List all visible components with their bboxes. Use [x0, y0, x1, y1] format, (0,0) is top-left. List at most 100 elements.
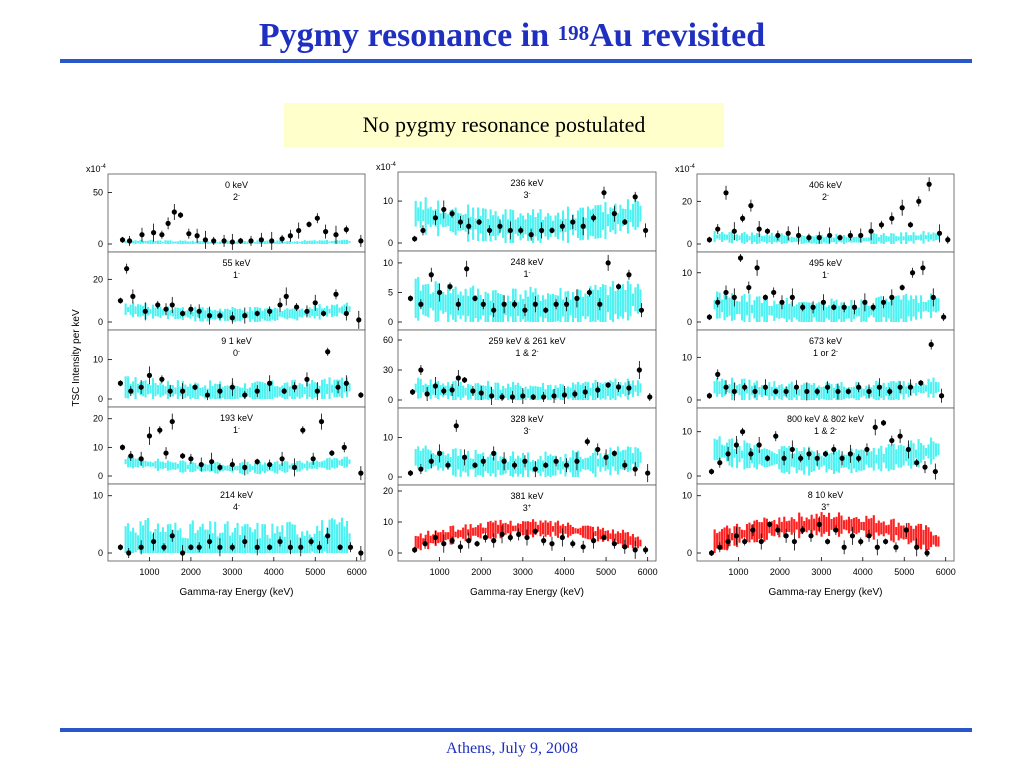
band-bar — [266, 307, 269, 322]
band-bar — [924, 525, 928, 551]
band-bar — [544, 520, 547, 537]
band-bar — [303, 240, 306, 244]
band-bar — [586, 382, 590, 400]
band-bar — [482, 208, 485, 242]
data-point — [242, 392, 248, 398]
band-bar — [735, 301, 739, 315]
band-bar — [268, 384, 271, 399]
data-point — [470, 388, 476, 394]
band-bar — [196, 311, 199, 318]
band-bar — [912, 443, 915, 466]
band-bar — [124, 526, 127, 553]
band-bar — [880, 234, 883, 244]
band-bar — [154, 460, 157, 469]
band-bar — [534, 386, 537, 400]
band-bar — [323, 460, 326, 469]
data-point — [217, 313, 223, 319]
band-bar — [730, 438, 734, 468]
band-bar — [266, 383, 269, 399]
band-bar — [723, 527, 726, 550]
band-bar — [726, 234, 729, 240]
band-bar — [768, 524, 771, 534]
band-bar — [474, 218, 477, 230]
data-point — [455, 375, 461, 381]
data-point — [806, 451, 812, 457]
band-bar — [795, 521, 798, 530]
band-bar — [246, 241, 249, 244]
data-point — [549, 541, 555, 547]
band-bar — [449, 210, 452, 232]
data-point — [229, 239, 235, 245]
data-point — [941, 314, 947, 320]
band-bar — [184, 461, 187, 472]
data-point — [491, 307, 497, 313]
band-bar — [882, 233, 885, 244]
band-bar — [917, 523, 920, 549]
band-bar — [214, 462, 217, 474]
data-point — [474, 541, 480, 547]
data-point — [580, 223, 586, 229]
band-bar — [472, 207, 475, 240]
band-bar — [790, 236, 793, 243]
band-bar — [631, 533, 634, 549]
band-bar — [716, 533, 719, 549]
data-point — [409, 389, 416, 395]
x-tick-label: 5000 — [894, 567, 914, 577]
band-bar — [596, 526, 600, 542]
band-bar — [345, 456, 349, 468]
band-bar — [735, 234, 739, 242]
band-bar — [601, 212, 605, 230]
band-bar — [151, 240, 155, 244]
band-bar — [246, 524, 249, 553]
data-point — [441, 388, 447, 394]
band-bar — [293, 524, 296, 553]
band-bar — [176, 380, 179, 399]
band-bar — [536, 524, 540, 532]
band-bar — [803, 447, 806, 475]
band-bar — [316, 460, 319, 469]
data-point — [522, 307, 528, 313]
band-bar — [783, 304, 786, 319]
band-bar — [556, 295, 560, 321]
band-bar — [181, 460, 184, 473]
band-bar — [474, 383, 477, 400]
band-bar — [214, 383, 217, 399]
band-bar — [924, 385, 928, 392]
band-bar — [770, 232, 773, 244]
band-bar — [591, 208, 595, 237]
band-bar — [326, 239, 329, 244]
band-bar — [467, 529, 470, 536]
band-bar — [149, 385, 152, 394]
band-bar — [867, 451, 870, 468]
band-bar — [860, 387, 863, 398]
band-bar — [785, 521, 788, 532]
band-bar — [862, 450, 865, 471]
band-bar — [539, 209, 542, 243]
data-point — [762, 294, 768, 300]
y-tick-label: 0 — [98, 239, 103, 249]
data-point — [117, 544, 124, 550]
y-tick-label: 0 — [388, 238, 393, 248]
band-bar — [432, 384, 435, 395]
band-bar — [823, 386, 826, 400]
band-bar — [298, 460, 301, 472]
data-point — [441, 541, 447, 547]
band-bar — [631, 203, 634, 227]
band-bar — [166, 306, 169, 320]
band-bar — [740, 233, 744, 243]
band-bar — [529, 385, 532, 400]
band-bar — [467, 204, 470, 242]
band-bar — [311, 461, 314, 469]
band-bar — [469, 216, 472, 230]
band-bar — [636, 448, 639, 468]
data-point — [918, 380, 924, 386]
band-bar — [154, 241, 157, 244]
band-bar — [504, 302, 507, 316]
band-bar — [164, 462, 167, 469]
data-point — [196, 544, 202, 550]
band-bar — [278, 464, 281, 471]
model-band — [414, 197, 642, 243]
band-bar — [604, 284, 607, 322]
data-point — [509, 394, 516, 400]
band-bar — [527, 296, 530, 322]
